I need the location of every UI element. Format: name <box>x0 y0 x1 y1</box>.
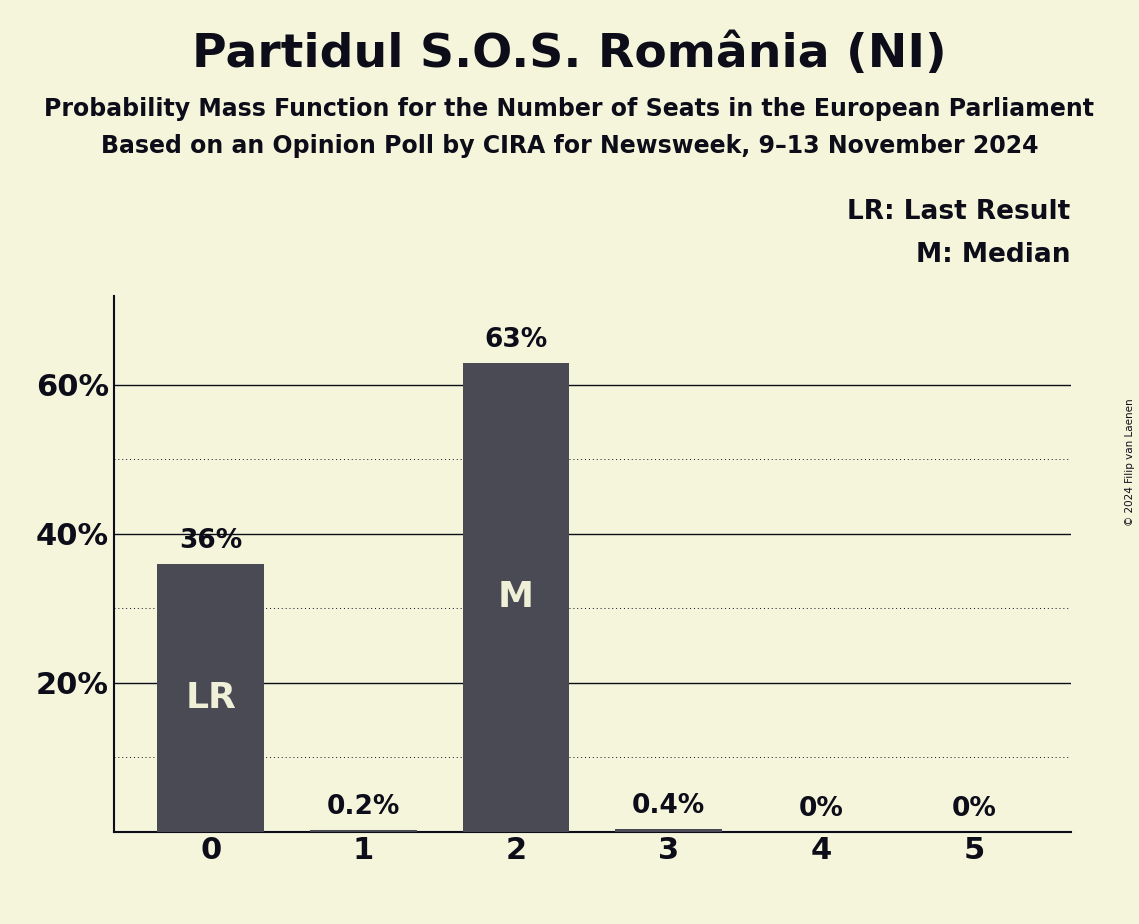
Text: 63%: 63% <box>484 327 548 353</box>
Bar <box>157 564 264 832</box>
Text: M: M <box>498 580 534 614</box>
Text: Partidul S.O.S. România (NI): Partidul S.O.S. România (NI) <box>192 32 947 78</box>
Text: LR: LR <box>186 681 236 714</box>
Text: 0%: 0% <box>798 796 844 822</box>
Text: 0%: 0% <box>951 796 997 822</box>
Text: Probability Mass Function for the Number of Seats in the European Parliament: Probability Mass Function for the Number… <box>44 97 1095 121</box>
Bar <box>310 830 417 832</box>
Text: LR: Last Result: LR: Last Result <box>847 200 1071 225</box>
Text: 36%: 36% <box>179 528 243 554</box>
Bar <box>615 829 722 832</box>
Text: 0.2%: 0.2% <box>327 795 400 821</box>
Text: © 2024 Filip van Laenen: © 2024 Filip van Laenen <box>1125 398 1134 526</box>
Text: 0.4%: 0.4% <box>632 793 705 819</box>
Text: M: Median: M: Median <box>916 242 1071 268</box>
Text: Based on an Opinion Poll by CIRA for Newsweek, 9–13 November 2024: Based on an Opinion Poll by CIRA for New… <box>100 134 1039 158</box>
Bar <box>462 363 570 832</box>
